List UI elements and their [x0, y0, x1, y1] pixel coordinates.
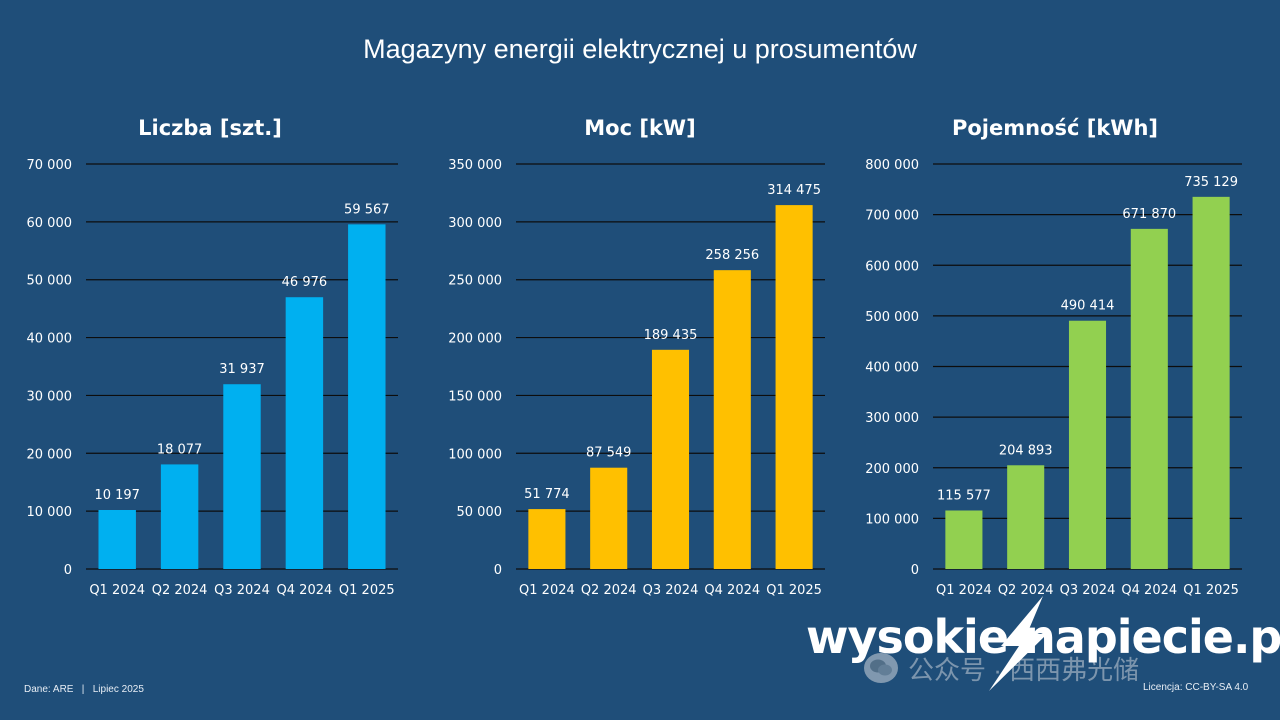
data-label: 51 774 — [524, 487, 570, 502]
bar — [1068, 320, 1107, 569]
x-tick-label: Q1 2025 — [766, 583, 822, 598]
x-tick-label: Q1 2025 — [339, 583, 395, 598]
data-label: 31 937 — [219, 362, 265, 377]
data-label: 10 197 — [94, 488, 140, 503]
x-tick-label: Q1 2025 — [1183, 583, 1239, 598]
y-tick-label: 150 000 — [448, 389, 502, 404]
y-tick-label: 0 — [494, 563, 502, 578]
data-label: 18 077 — [157, 442, 203, 457]
y-tick-label: 40 000 — [27, 332, 73, 347]
bar — [775, 205, 813, 570]
bar — [285, 297, 324, 569]
bar — [98, 510, 136, 569]
y-tick-label: 70 000 — [27, 158, 73, 173]
data-label: 59 567 — [344, 202, 390, 217]
chart-title: Liczba [szt.] — [138, 116, 282, 140]
data-label: 115 577 — [937, 488, 991, 503]
x-tick-label: Q4 2024 — [277, 583, 333, 598]
data-label: 204 893 — [999, 443, 1053, 458]
bar — [651, 349, 690, 569]
bar — [528, 509, 566, 569]
chart-title: Pojemność [kWh] — [951, 116, 1159, 140]
bar — [590, 467, 628, 569]
y-tick-label: 20 000 — [27, 447, 73, 462]
lightning-bolt-icon — [989, 596, 1047, 691]
x-tick-label: Q3 2024 — [643, 583, 699, 598]
x-tick-label: Q2 2024 — [152, 583, 208, 598]
wechat-icon — [864, 653, 898, 683]
y-tick-label: 400 000 — [865, 361, 919, 376]
y-tick-label: 100 000 — [448, 447, 502, 462]
y-tick-label: 500 000 — [865, 310, 919, 325]
x-tick-label: Q1 2024 — [89, 583, 145, 598]
y-tick-label: 10 000 — [27, 505, 73, 520]
x-tick-label: Q3 2024 — [214, 583, 270, 598]
y-tick-label: 200 000 — [448, 332, 502, 347]
chart-liczba-svg: 0 10 000 20 000 30 000 40 000 50 000 60 000 70 … — [27, 158, 398, 598]
y-tick-label: 60 000 — [27, 216, 73, 231]
data-label: 258 256 — [705, 248, 759, 263]
y-tick-label: 100 000 — [865, 512, 919, 527]
data-label: 46 976 — [282, 275, 328, 290]
watermark: 公众号 · 西西弗光储 — [864, 650, 1139, 686]
bar — [223, 384, 261, 569]
bar — [945, 510, 983, 569]
x-tick-label: Q2 2024 — [998, 583, 1054, 598]
main-title: Magazyny energii elektrycznej u prosumen… — [363, 34, 917, 64]
y-tick-label: 600 000 — [865, 259, 919, 274]
bar — [348, 224, 386, 569]
y-tick-label: 200 000 — [865, 462, 919, 477]
data-label: 735 129 — [1184, 175, 1238, 190]
footer-license: Licencja: CC-BY-SA 4.0 — [1143, 682, 1249, 693]
x-tick-label: Q1 2024 — [519, 583, 575, 598]
watermark-text: 公众号 · 西西弗光储 — [908, 654, 1140, 685]
x-tick-label: Q1 2024 — [936, 583, 992, 598]
data-label: 314 475 — [767, 183, 821, 198]
data-label: 189 435 — [644, 328, 698, 343]
chart-liczba: Liczba [szt.] 0 10 000 20 000 30 000 40 000 5… — [0, 110, 420, 610]
chart-moc-svg: 0 50 000 100 000 150 000 200 000 250 000 300 0… — [448, 158, 825, 598]
y-tick-label: 250 000 — [448, 274, 502, 289]
y-tick-label: 50 000 — [457, 505, 503, 520]
y-tick-label: 700 000 — [865, 209, 919, 224]
bar — [160, 464, 199, 569]
bar — [1192, 196, 1230, 569]
y-tick-label: 800 000 — [865, 158, 919, 173]
chart-pojemnosc: Pojemność [kWh] 0 100 000 200 000 300 000 40… — [845, 110, 1265, 610]
bar — [713, 270, 751, 569]
x-tick-label: Q4 2024 — [1121, 583, 1177, 598]
chart-title: Moc [kW] — [584, 116, 696, 140]
data-label: 490 414 — [1061, 299, 1115, 314]
x-tick-label: Q3 2024 — [1060, 583, 1116, 598]
x-tick-label: Q4 2024 — [704, 583, 760, 598]
bar — [1130, 228, 1168, 569]
x-tick-label: Q2 2024 — [581, 583, 637, 598]
bar — [1007, 465, 1045, 569]
y-tick-label: 30 000 — [27, 389, 73, 404]
chart-pojemnosc-svg: 0 100 000 200 000 300 000 400 000 500 000 600 … — [865, 158, 1242, 598]
y-tick-label: 0 — [911, 563, 919, 578]
y-tick-label: 300 000 — [448, 216, 502, 231]
chart-moc: Moc [kW] 0 50 000 100 000 150 000 200 000 250… — [430, 110, 850, 610]
data-label: 87 549 — [586, 446, 632, 461]
y-tick-label: 300 000 — [865, 411, 919, 426]
data-label: 671 870 — [1122, 207, 1176, 222]
y-tick-label: 350 000 — [448, 158, 502, 173]
footer-source: Dane: ARE | Lipiec 2025 — [24, 684, 144, 695]
y-tick-label: 50 000 — [27, 274, 73, 289]
logo: wysokie napiecie.pl — [806, 596, 1280, 691]
y-tick-label: 0 — [64, 563, 72, 578]
